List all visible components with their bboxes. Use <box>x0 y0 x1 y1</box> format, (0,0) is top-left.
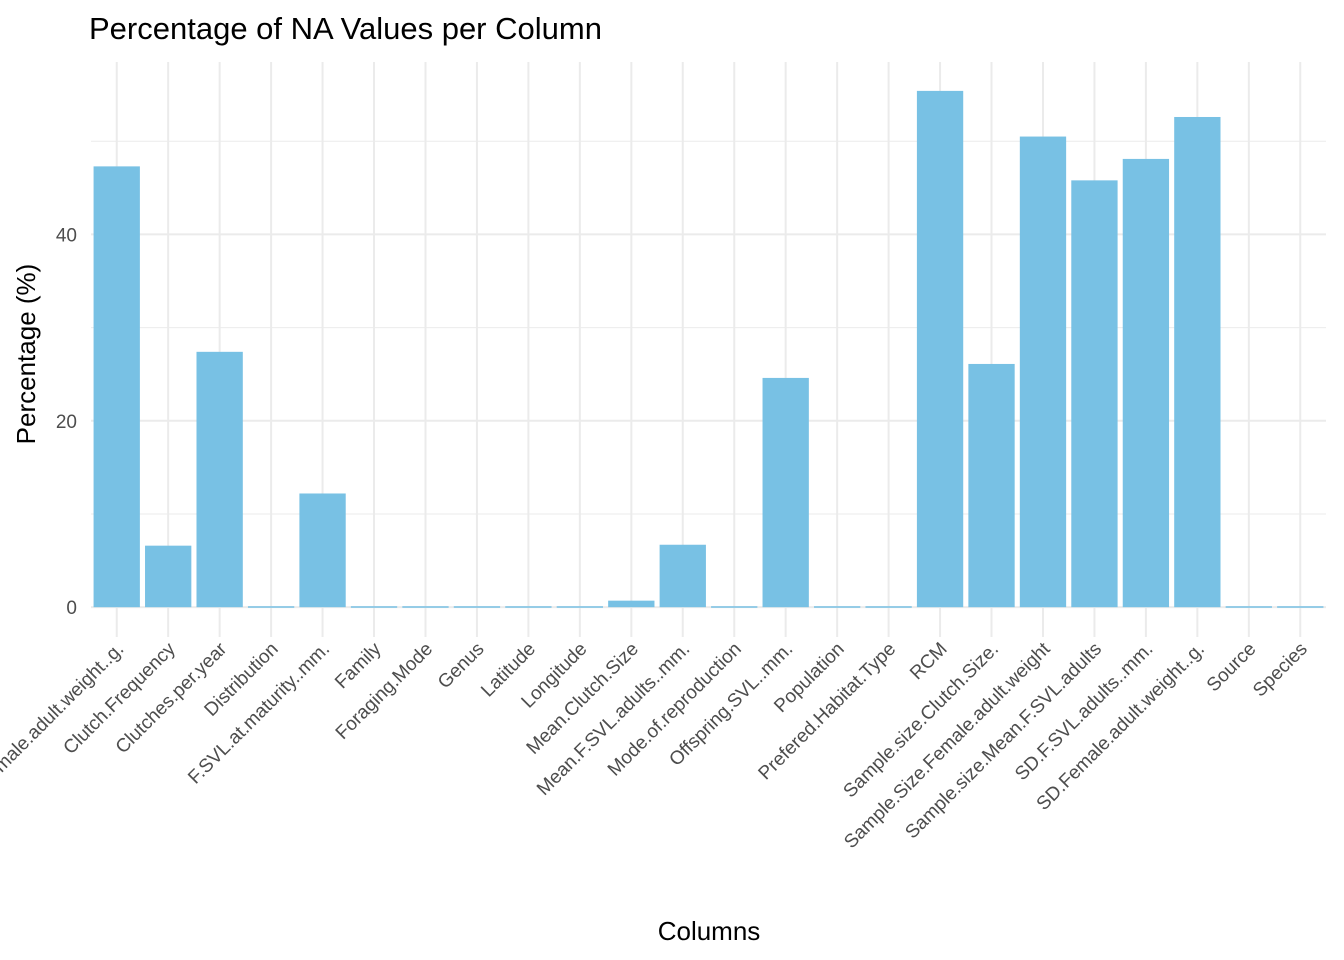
x-axis-title: Columns <box>658 916 761 946</box>
bar <box>762 377 809 608</box>
bar <box>968 363 1015 608</box>
x-tick-label: RCM <box>906 639 951 684</box>
bar <box>865 606 912 608</box>
chart-title: Percentage of NA Values per Column <box>89 11 602 46</box>
bar <box>453 606 501 608</box>
bar <box>1122 158 1170 608</box>
bar <box>1071 180 1118 608</box>
bar <box>659 544 706 608</box>
bar <box>813 606 861 608</box>
bar <box>1277 606 1324 608</box>
bar <box>1174 116 1221 608</box>
bar <box>145 545 192 608</box>
x-tick-label: Species <box>1249 639 1312 702</box>
y-tick-labels: 0 20 40 <box>56 225 77 619</box>
bars <box>93 90 1324 608</box>
bar <box>711 606 758 608</box>
x-tick-labels: Average.Female.adult.weight..g.Clutch.Fr… <box>0 638 1312 853</box>
y-tick-label: 40 <box>56 225 77 246</box>
bar <box>505 606 552 608</box>
bar <box>1225 606 1272 608</box>
y-tick-label: 20 <box>56 412 77 433</box>
bar <box>247 606 295 608</box>
bar <box>608 600 655 608</box>
bar <box>1019 136 1067 608</box>
bar <box>556 606 604 608</box>
bar <box>916 90 964 608</box>
bar <box>402 606 449 608</box>
bar <box>196 351 243 608</box>
y-tick-label: 0 <box>66 598 77 619</box>
bar <box>350 606 398 608</box>
y-axis-title: Percentage (%) <box>11 264 41 445</box>
bar <box>93 166 140 608</box>
bar <box>299 493 346 608</box>
